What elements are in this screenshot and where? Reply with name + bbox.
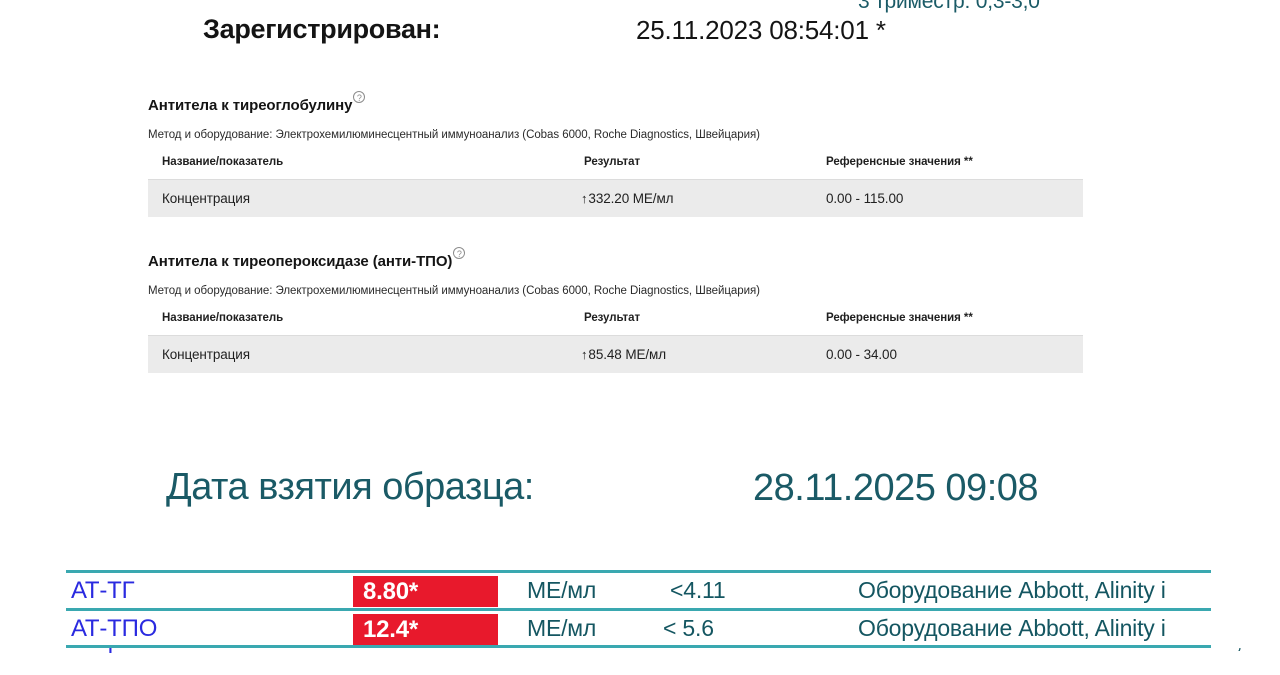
column-header-name: Название/показатель: [162, 156, 284, 168]
clipped-reference-text: 3 триместр: 0,3-3,0: [858, 0, 1040, 13]
column-header-reference: Референсные значения **: [826, 312, 973, 324]
sample-date-value: 28.11.2025 09:08: [753, 467, 1039, 509]
sample-date-label: Дата взятия образца:: [166, 466, 534, 508]
column-header-result: Результат: [584, 156, 641, 168]
analyte-title-text: Антитела к тиреопероксидазе (анти-ТПО): [148, 253, 453, 270]
cell-result-value: 85.48 МЕ/мл: [588, 347, 666, 362]
cell-reference: < 5.6: [663, 615, 714, 641]
registered-label: Зарегистрирован:: [203, 14, 441, 44]
clipped-previous-row: 3 триместр: 0,3-3,0: [0, 0, 1280, 23]
table-row: Концентрация ↑332.20 МЕ/мл 0.00 - 115.00: [148, 180, 1083, 217]
cell-equipment: Оборудование Abbott, Alinity i: [858, 577, 1166, 603]
cell-unit: МЕ/мл: [527, 615, 597, 641]
table-rule: [66, 645, 1211, 648]
arrow-up-icon: ↑: [581, 347, 588, 362]
cell-reference: 0.00 - 34.00: [826, 347, 897, 362]
result-table: Название/показатель Результат Референсны…: [148, 311, 1083, 373]
clipped-next-row: АТ-рТТГ МЕ/л <1,1: [0, 648, 1280, 658]
column-header-reference: Референсные значения **: [826, 156, 973, 168]
clipped-analyte-name: АТ-рТТГ: [71, 648, 163, 655]
analyte-method: Метод и оборудование: Электрохемилюминес…: [148, 285, 760, 297]
cell-reference: 0.00 - 115.00: [826, 191, 904, 206]
analyte-section-thyroid-peroxidase-antibodies: Антитела к тиреопероксидазе (анти-ТПО)? …: [148, 247, 1083, 373]
clipped-unit: МЕ/л: [760, 648, 814, 654]
cell-name: Концентрация: [162, 347, 250, 362]
cell-reference: <4.11: [670, 577, 726, 603]
table-header-row: Название/показатель Результат Референсны…: [148, 155, 1083, 180]
help-icon[interactable]: ?: [453, 247, 466, 259]
analyte-section-thyroglobulin-antibodies: Антитела к тиреоглобулину? Метод и обору…: [148, 91, 1083, 217]
cell-result: ↑85.48 МЕ/мл: [581, 336, 666, 373]
status-badge-abnormal: 8.80*: [353, 576, 498, 607]
table-header-row: Название/показатель Результат Референсны…: [148, 311, 1083, 336]
cell-value: 8.80*: [363, 578, 419, 605]
sample-date-row: Дата взятия образца: 28.11.2025 09:08: [0, 466, 1280, 526]
column-header-name: Название/показатель: [162, 312, 284, 324]
cell-value: 12.4*: [363, 616, 419, 643]
registered-row: Зарегистрирован: 25.11.2023 08:54:01 *: [0, 14, 1280, 58]
table-rule: [66, 570, 1211, 573]
analyte-title-text: Антитела к тиреоглобулину: [148, 97, 353, 114]
table-row: Концентрация ↑85.48 МЕ/мл 0.00 - 34.00: [148, 336, 1083, 373]
cell-equipment: Оборудование Abbott, Alinity i: [858, 615, 1166, 641]
column-header-result: Результат: [584, 312, 641, 324]
status-badge-abnormal: 12.4*: [353, 614, 498, 645]
arrow-up-icon: ↑: [581, 191, 588, 206]
analyte-title: Антитела к тиреопероксидазе (анти-ТПО)?: [148, 247, 1083, 271]
result-table: Название/показатель Результат Референсны…: [148, 155, 1083, 217]
cell-unit: МЕ/мл: [527, 577, 597, 603]
analyte-method: Метод и оборудование: Электрохемилюминес…: [148, 129, 760, 141]
clipped-reference: <1,1: [1210, 648, 1255, 654]
cell-result: ↑332.20 МЕ/мл: [581, 180, 674, 217]
table-rule: [66, 608, 1211, 611]
analyte-title: Антитела к тиреоглобулину?: [148, 91, 1083, 115]
help-icon[interactable]: ?: [353, 91, 366, 103]
cell-analyte-name: АТ-ТПО: [71, 615, 158, 642]
table-row: АТ-ТГ 8.80* МЕ/мл <4.11 Оборудование Abb…: [0, 573, 1280, 610]
table-row: АТ-ТПО 12.4* МЕ/мл < 5.6 Оборудование Ab…: [0, 611, 1280, 648]
registered-value: 25.11.2023 08:54:01 *: [636, 15, 886, 45]
cell-result-value: 332.20 МЕ/мл: [588, 191, 674, 206]
cell-name: Концентрация: [162, 191, 250, 206]
cell-analyte-name: АТ-ТГ: [71, 577, 135, 604]
